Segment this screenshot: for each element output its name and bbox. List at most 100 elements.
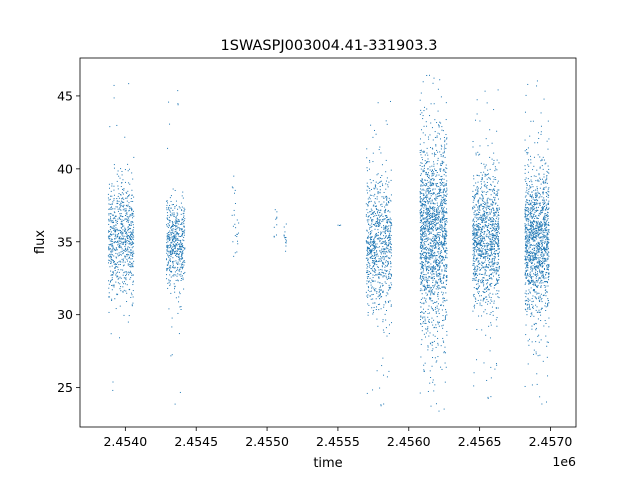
data-point: [370, 250, 372, 252]
data-point: [427, 284, 429, 286]
data-point: [477, 283, 479, 285]
data-point: [131, 214, 133, 216]
data-point: [431, 147, 433, 149]
data-point: [128, 228, 130, 230]
data-point: [174, 248, 176, 250]
data-point: [489, 255, 491, 257]
data-point: [445, 311, 447, 313]
data-point: [421, 166, 423, 168]
data-point: [443, 161, 445, 163]
data-point: [489, 208, 490, 210]
data-point: [531, 231, 533, 233]
data-point: [495, 262, 497, 264]
data-point: [445, 352, 446, 354]
data-point: [496, 281, 498, 283]
data-point: [475, 213, 477, 215]
data-point: [489, 284, 491, 286]
data-point: [386, 292, 388, 294]
data-point: [177, 248, 179, 250]
data-point: [427, 293, 429, 295]
data-point: [386, 123, 388, 125]
data-point: [111, 185, 113, 187]
data-point: [532, 306, 533, 308]
data-point: [433, 244, 435, 246]
data-point: [438, 227, 440, 229]
data-point: [492, 234, 494, 236]
data-point: [489, 261, 491, 263]
data-point: [374, 201, 376, 203]
data-point: [439, 151, 441, 153]
data-point: [387, 248, 389, 250]
data-point: [497, 212, 499, 214]
data-point: [376, 225, 378, 227]
data-point: [484, 271, 486, 273]
data-point: [477, 281, 479, 283]
data-point: [478, 254, 480, 256]
data-point: [442, 298, 444, 300]
data-point: [368, 243, 370, 245]
data-point: [175, 250, 177, 252]
data-point: [384, 228, 386, 230]
data-point: [476, 243, 478, 245]
data-point: [485, 209, 487, 211]
data-point: [127, 235, 129, 237]
data-point: [175, 230, 177, 232]
data-point: [124, 247, 126, 249]
data-point: [495, 293, 497, 295]
data-point: [384, 240, 386, 242]
data-point: [132, 241, 133, 243]
data-point: [494, 242, 496, 244]
data-point: [368, 216, 370, 218]
data-point: [439, 258, 441, 260]
data-point: [426, 125, 428, 127]
data-point: [167, 241, 169, 243]
data-points: [107, 74, 550, 412]
data-point: [474, 225, 476, 227]
data-point: [488, 206, 490, 208]
data-point: [483, 212, 485, 214]
data-point: [183, 240, 185, 242]
data-point: [428, 247, 430, 249]
data-point: [175, 221, 177, 223]
data-point: [446, 193, 448, 195]
data-point: [420, 241, 422, 243]
data-point: [376, 243, 378, 245]
data-point: [374, 205, 376, 207]
data-point: [180, 202, 182, 204]
data-point: [439, 248, 441, 250]
data-point: [477, 291, 479, 293]
data-point: [118, 277, 120, 279]
data-point: [371, 230, 373, 232]
data-point: [487, 260, 489, 262]
data-point: [432, 223, 434, 225]
data-point: [129, 207, 131, 209]
data-point: [374, 247, 376, 249]
data-point: [381, 164, 383, 166]
data-point: [367, 270, 369, 272]
data-point: [175, 200, 177, 202]
data-point: [489, 266, 491, 268]
data-point: [495, 273, 497, 275]
data-point: [380, 231, 382, 233]
data-point: [436, 174, 438, 176]
data-point: [437, 157, 439, 159]
data-point: [490, 221, 492, 223]
data-point: [478, 240, 480, 242]
data-point: [110, 262, 112, 264]
data-point: [428, 258, 430, 260]
data-point: [384, 212, 386, 214]
data-point: [177, 238, 179, 239]
data-point: [168, 225, 170, 227]
data-point: [432, 233, 434, 235]
data-point: [389, 261, 391, 263]
data-point: [445, 240, 447, 242]
data-point: [174, 271, 176, 273]
data-point: [429, 74, 431, 76]
data-point: [483, 185, 485, 187]
data-point: [115, 229, 117, 231]
data-point: [171, 228, 173, 230]
data-point: [113, 194, 115, 196]
data-point: [428, 191, 430, 193]
data-point: [488, 230, 489, 232]
data-point: [483, 288, 485, 290]
